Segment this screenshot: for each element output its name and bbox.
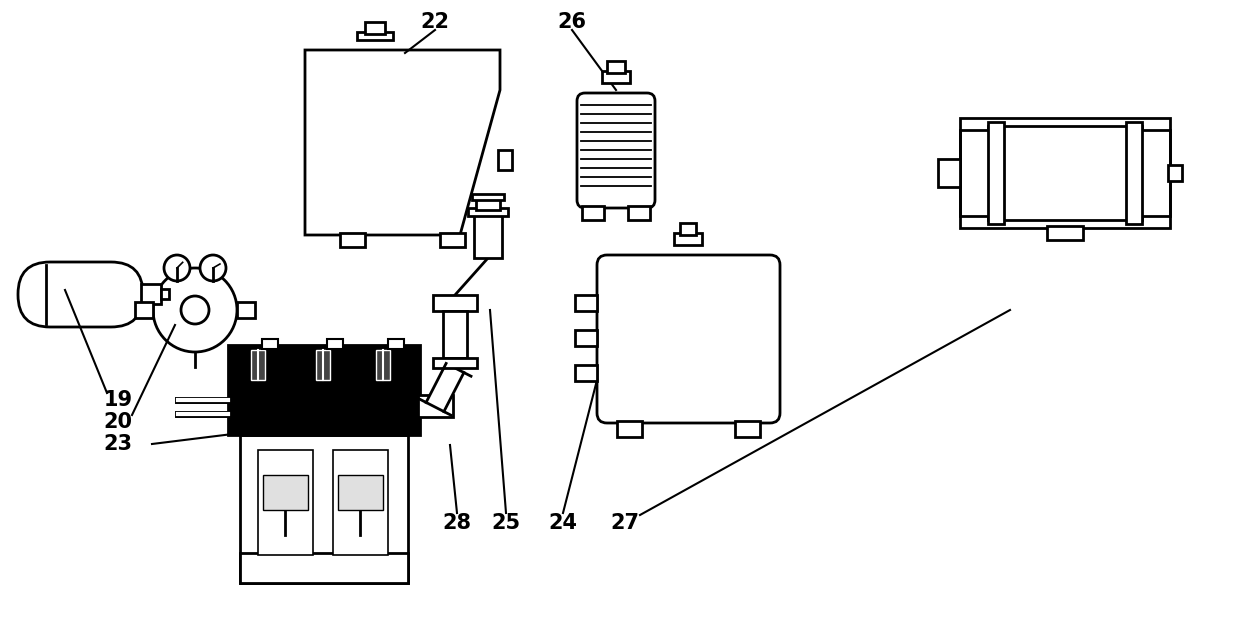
Text: 19: 19 (103, 390, 133, 410)
Bar (601, 71, 630, 83)
Bar (418, 395, 453, 417)
Bar (1140, 130, 1171, 216)
Bar (241, 553, 408, 583)
Bar (476, 198, 500, 210)
Bar (575, 365, 596, 381)
Bar (241, 435, 408, 583)
Text: 27: 27 (610, 513, 640, 533)
Text: 25: 25 (491, 513, 521, 533)
Bar (340, 233, 365, 247)
Bar (258, 450, 312, 555)
Text: 20: 20 (103, 412, 133, 432)
Bar (334, 450, 388, 555)
Polygon shape (443, 311, 467, 358)
Text: 24: 24 (548, 513, 578, 533)
Bar (250, 350, 265, 380)
Bar (575, 295, 596, 311)
Bar (440, 233, 465, 247)
Bar (608, 61, 625, 73)
Text: 23: 23 (103, 434, 133, 454)
Bar (1126, 122, 1142, 224)
Bar (680, 223, 696, 235)
Bar (988, 122, 1004, 224)
Bar (327, 339, 343, 349)
Bar (988, 126, 1142, 220)
Bar (937, 159, 960, 187)
Bar (135, 302, 153, 318)
Bar (388, 339, 404, 349)
Text: 26: 26 (558, 12, 587, 32)
Bar (575, 330, 596, 346)
Bar (228, 345, 420, 435)
Bar (467, 208, 508, 216)
FancyBboxPatch shape (596, 255, 780, 423)
Bar (582, 206, 604, 220)
FancyBboxPatch shape (19, 262, 143, 327)
Bar (263, 475, 308, 510)
Bar (474, 213, 502, 258)
Bar (141, 284, 161, 304)
Bar (960, 130, 990, 216)
Bar (627, 206, 650, 220)
Bar (262, 339, 278, 349)
Bar (675, 233, 702, 245)
Text: 22: 22 (420, 12, 449, 32)
Bar (735, 421, 760, 437)
Bar (376, 350, 391, 380)
FancyBboxPatch shape (577, 93, 655, 208)
Bar (357, 32, 393, 40)
Bar (161, 289, 169, 299)
Bar (237, 302, 255, 318)
Bar (316, 350, 330, 380)
Polygon shape (433, 295, 477, 311)
Polygon shape (433, 358, 477, 368)
Circle shape (153, 268, 237, 352)
Bar (365, 22, 384, 34)
Bar (618, 421, 642, 437)
Bar (960, 118, 1171, 228)
Polygon shape (427, 363, 464, 411)
Text: 28: 28 (443, 513, 471, 533)
Polygon shape (305, 50, 500, 235)
Bar (1047, 226, 1083, 240)
Bar (472, 194, 503, 200)
Circle shape (200, 255, 226, 281)
Circle shape (164, 255, 190, 281)
Bar (498, 150, 512, 170)
Circle shape (181, 296, 210, 324)
Bar (339, 475, 383, 510)
Bar (1168, 165, 1182, 181)
